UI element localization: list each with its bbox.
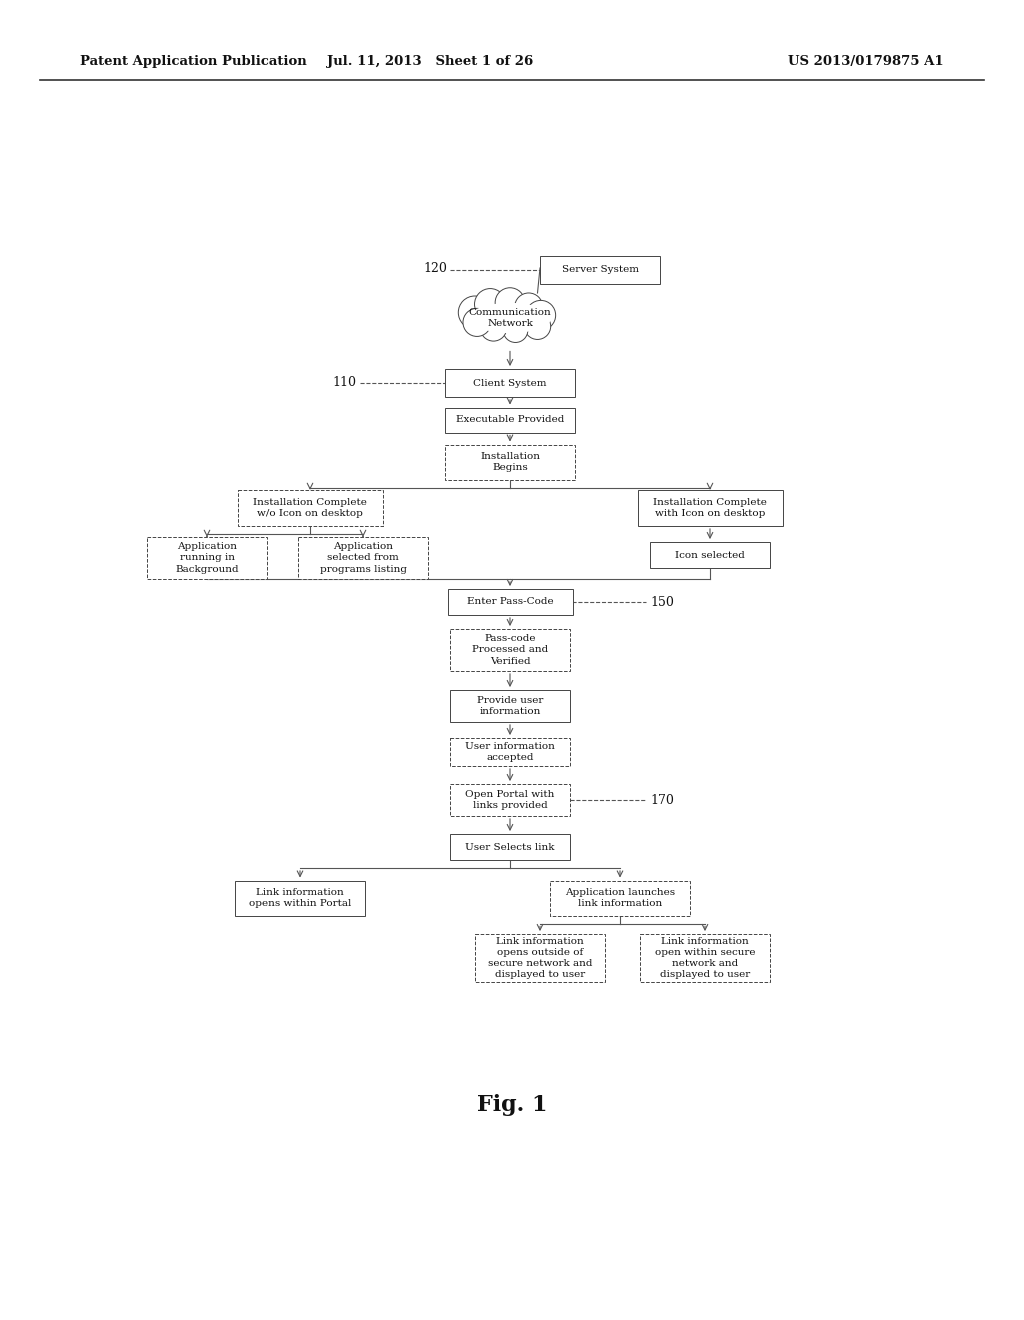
Text: Open Portal with
links provided: Open Portal with links provided	[465, 789, 555, 810]
Circle shape	[463, 309, 492, 337]
Circle shape	[515, 293, 543, 321]
FancyBboxPatch shape	[238, 490, 383, 525]
Text: Communication
Network: Communication Network	[469, 308, 551, 329]
Text: Jul. 11, 2013   Sheet 1 of 26: Jul. 11, 2013 Sheet 1 of 26	[327, 55, 534, 69]
Text: Application
selected from
programs listing: Application selected from programs listi…	[319, 543, 407, 574]
FancyBboxPatch shape	[450, 630, 570, 671]
Text: Enter Pass-Code: Enter Pass-Code	[467, 598, 553, 606]
Circle shape	[459, 296, 492, 329]
Text: User information
accepted: User information accepted	[465, 742, 555, 762]
Text: 170: 170	[650, 793, 674, 807]
Ellipse shape	[455, 290, 565, 346]
FancyBboxPatch shape	[638, 490, 782, 525]
FancyBboxPatch shape	[450, 690, 570, 722]
FancyBboxPatch shape	[450, 834, 570, 861]
Text: Link information
opens outside of
secure network and
displayed to user: Link information opens outside of secure…	[487, 937, 592, 979]
Circle shape	[503, 318, 528, 342]
Text: Link information
open within secure
network and
displayed to user: Link information open within secure netw…	[654, 937, 756, 979]
Text: Fig. 1: Fig. 1	[477, 1094, 547, 1115]
Text: Installation Complete
w/o Icon on desktop: Installation Complete w/o Icon on deskto…	[253, 498, 367, 517]
Text: Link information
opens within Portal: Link information opens within Portal	[249, 888, 351, 908]
FancyBboxPatch shape	[445, 408, 575, 433]
FancyBboxPatch shape	[445, 445, 575, 479]
FancyBboxPatch shape	[550, 880, 690, 916]
Text: 150: 150	[650, 595, 674, 609]
Circle shape	[526, 301, 556, 330]
FancyBboxPatch shape	[298, 537, 428, 579]
Text: Provide user
information: Provide user information	[477, 696, 543, 715]
Text: Installation Complete
with Icon on desktop: Installation Complete with Icon on deskt…	[653, 498, 767, 517]
Text: 120: 120	[423, 261, 447, 275]
Ellipse shape	[469, 302, 551, 333]
FancyBboxPatch shape	[475, 935, 605, 982]
FancyBboxPatch shape	[234, 880, 365, 916]
Circle shape	[480, 314, 507, 341]
Text: Executable Provided: Executable Provided	[456, 416, 564, 425]
Text: 110: 110	[332, 376, 356, 389]
FancyBboxPatch shape	[640, 935, 770, 982]
FancyBboxPatch shape	[447, 589, 572, 615]
Text: Server System: Server System	[561, 265, 639, 275]
Circle shape	[496, 288, 525, 317]
Text: Icon selected: Icon selected	[675, 550, 744, 560]
FancyBboxPatch shape	[540, 256, 660, 284]
Text: Application
running in
Background: Application running in Background	[175, 543, 239, 574]
Text: User Selects link: User Selects link	[465, 842, 555, 851]
FancyBboxPatch shape	[450, 738, 570, 766]
Text: Pass-code
Processed and
Verified: Pass-code Processed and Verified	[472, 635, 548, 665]
FancyBboxPatch shape	[445, 370, 575, 397]
Circle shape	[524, 313, 551, 339]
Text: Client System: Client System	[473, 379, 547, 388]
Circle shape	[474, 289, 506, 319]
FancyBboxPatch shape	[147, 537, 267, 579]
Text: Application launches
link information: Application launches link information	[565, 888, 675, 908]
Text: Patent Application Publication: Patent Application Publication	[80, 55, 307, 69]
Text: Installation
Begins: Installation Begins	[480, 451, 540, 473]
FancyBboxPatch shape	[450, 784, 570, 816]
FancyBboxPatch shape	[650, 543, 770, 568]
Text: US 2013/0179875 A1: US 2013/0179875 A1	[788, 55, 944, 69]
